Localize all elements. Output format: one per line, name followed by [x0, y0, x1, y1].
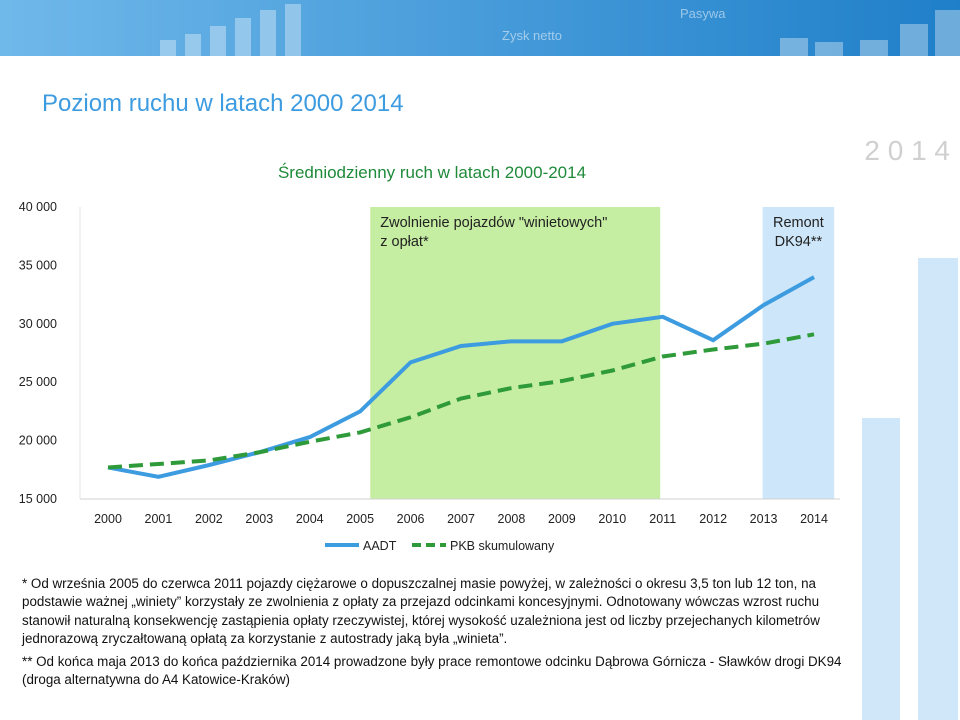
band-label: z opłat* — [380, 234, 429, 250]
banner-bars — [160, 4, 960, 56]
x-tick-label: 2009 — [548, 512, 576, 526]
footnote: * Od września 2005 do czerwca 2011 pojaz… — [22, 576, 820, 646]
x-tick-label: 2008 — [498, 512, 526, 526]
y-tick-label: 40 000 — [19, 200, 57, 214]
decor-text: Pasywa — [680, 6, 726, 21]
band-label: Zwolnienie pojazdów "winietowych" — [380, 215, 607, 231]
highlight-band — [762, 207, 835, 499]
footnotes: * Od września 2005 do czerwca 2011 pojaz… — [22, 575, 848, 695]
x-tick-label: 2012 — [699, 512, 727, 526]
chart-title: Średniodzienny ruch w latach 2000-2014 — [278, 163, 586, 182]
y-tick-label: 25 000 — [19, 375, 57, 389]
x-tick-label: 2002 — [195, 512, 223, 526]
decor-text: Zysk netto — [502, 28, 562, 43]
footnote: ** Od końca maja 2013 do końca październ… — [22, 654, 842, 688]
legend-label: AADT — [363, 539, 397, 553]
x-tick-label: 2001 — [145, 512, 173, 526]
x-tick-label: 2014 — [800, 512, 828, 526]
x-tick-label: 2000 — [94, 512, 122, 526]
decor-bar — [918, 258, 958, 720]
y-tick-label: 30 000 — [19, 317, 57, 331]
x-tick-label: 2006 — [397, 512, 425, 526]
x-tick-label: 2005 — [346, 512, 374, 526]
highlight-band — [370, 207, 661, 499]
x-tick-label: 2011 — [649, 512, 676, 526]
x-tick-label: 2003 — [245, 512, 273, 526]
slide-title: Poziom ruchu w latach 2000 2014 — [42, 90, 404, 117]
series-line — [107, 275, 815, 479]
band-label: Remont — [773, 215, 824, 231]
x-tick-label: 2010 — [598, 512, 626, 526]
watermark: 2 0 1 4 — [864, 135, 950, 166]
x-tick-label: 2004 — [296, 512, 324, 526]
x-tick-label: 2013 — [750, 512, 778, 526]
top-banner — [0, 0, 960, 56]
legend-label: PKB skumulowany — [450, 539, 555, 553]
band-label: DK94** — [775, 234, 823, 250]
y-tick-label: 15 000 — [19, 492, 57, 506]
y-tick-label: 20 000 — [19, 434, 57, 448]
series-line — [107, 332, 815, 470]
x-tick-label: 2007 — [447, 512, 475, 526]
decor-bar — [862, 418, 900, 720]
y-tick-label: 35 000 — [19, 258, 57, 272]
